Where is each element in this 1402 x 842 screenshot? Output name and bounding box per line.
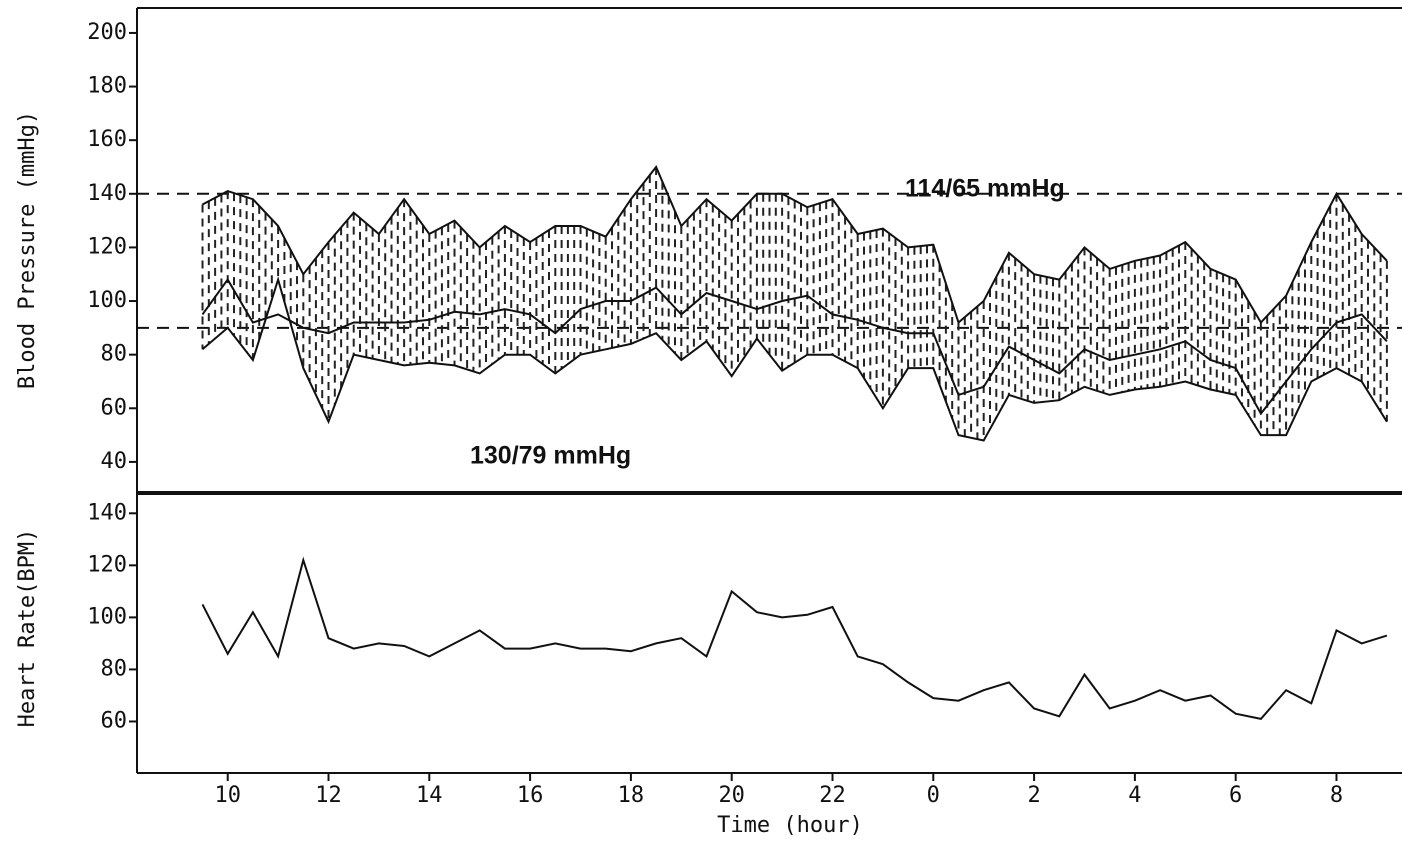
x-tick-label: 10: [214, 783, 241, 808]
x-tick-label: 6: [1229, 783, 1242, 808]
x-tick-label: 14: [416, 783, 443, 808]
y-tick-label: 120: [87, 234, 127, 259]
x-tick-label: 2: [1027, 783, 1040, 808]
series-line: [201, 556, 1388, 720]
series-line: [201, 276, 1388, 442]
x-tick-label: 18: [618, 783, 645, 808]
x-axis-label: Time (hour): [717, 813, 863, 838]
y-tick-label: 60: [101, 395, 128, 420]
x-tick-label: 0: [927, 783, 940, 808]
y-tick-label: 140: [87, 181, 127, 206]
series-line: [201, 277, 1388, 416]
x-tick-label: 4: [1128, 783, 1141, 808]
y-tick-label: 180: [87, 74, 127, 99]
y-tick-label: 100: [87, 604, 127, 629]
y-tick-label: 80: [101, 656, 128, 681]
y-tick-label: 200: [87, 20, 127, 45]
series-line: [202, 165, 1388, 325]
y-tick-label: 80: [101, 342, 128, 367]
y-tick-label: 60: [101, 708, 128, 733]
x-tick-label: 12: [315, 783, 342, 808]
annotation: 130/79 mmHg: [470, 442, 631, 470]
y-axis-label: Blood Pressure (mmHg): [15, 111, 40, 389]
x-tick-label: 20: [718, 783, 745, 808]
y-axis-label: Heart Rate(BPM): [15, 529, 40, 728]
y-tick-label: 100: [87, 288, 127, 313]
x-tick-label: 16: [517, 783, 544, 808]
y-tick-label: 140: [87, 500, 127, 525]
x-tick-label: 8: [1330, 783, 1343, 808]
y-tick-label: 120: [87, 552, 127, 577]
y-tick-label: 40: [101, 449, 128, 474]
y-tick-label: 160: [87, 127, 127, 152]
annotation: 114/65 mmHg: [905, 175, 1065, 203]
x-tick-label: 22: [819, 783, 846, 808]
